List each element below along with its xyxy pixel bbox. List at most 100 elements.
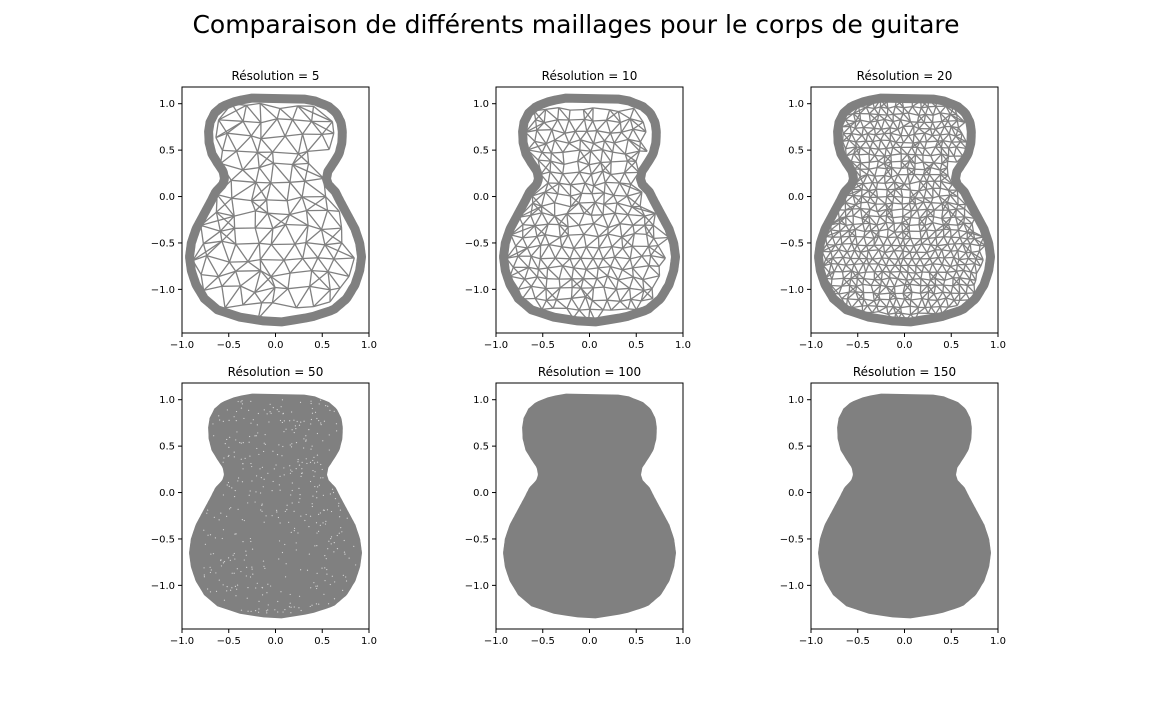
- mesh-edge: [944, 256, 954, 259]
- mesh-edge: [921, 297, 929, 301]
- mesh-edge: [933, 162, 942, 165]
- mesh-edge: [975, 250, 980, 260]
- mesh-edge: [870, 229, 880, 237]
- mesh-edge: [609, 109, 619, 113]
- mesh-edge: [850, 258, 855, 265]
- mesh-edge: [875, 189, 879, 198]
- mesh-edge: [270, 276, 276, 288]
- mesh-edge: [941, 210, 944, 219]
- mesh-gap: [242, 462, 244, 465]
- panel-title: Résolution = 150: [853, 365, 956, 379]
- mesh-gap: [328, 434, 330, 436]
- mesh-edge: [886, 299, 891, 308]
- mesh-edge: [228, 243, 237, 263]
- mesh-edge: [863, 230, 872, 238]
- mesh-edge: [944, 277, 954, 281]
- mesh-edge: [546, 299, 557, 302]
- mesh-gap: [318, 419, 320, 422]
- mesh-gap: [328, 540, 330, 542]
- mesh-edge: [570, 297, 580, 311]
- mesh-gap: [235, 420, 237, 422]
- mesh-edge: [939, 166, 948, 171]
- mesh-edge: [578, 202, 592, 216]
- mesh-gap: [229, 436, 231, 438]
- mesh-edge: [327, 270, 350, 278]
- mesh-edge: [902, 291, 913, 295]
- mesh-gap: [286, 504, 288, 506]
- mesh-edge: [947, 236, 952, 245]
- mesh-gap: [316, 417, 318, 420]
- mesh-edge: [582, 109, 586, 120]
- mesh-edge: [535, 119, 545, 124]
- mesh-edge: [568, 224, 580, 228]
- mesh-gap: [319, 512, 322, 514]
- mesh-edge: [333, 258, 350, 277]
- mesh-edge: [855, 236, 858, 246]
- mesh-edge: [933, 180, 941, 189]
- mesh-edge: [543, 109, 547, 123]
- mesh-edge: [593, 286, 604, 289]
- mesh-edge: [903, 237, 911, 240]
- mesh-edge: [586, 130, 597, 132]
- mesh-edge: [948, 141, 953, 149]
- mesh-edge: [603, 192, 605, 205]
- mesh-edge: [880, 119, 886, 130]
- mesh-gap: [298, 424, 301, 426]
- mesh-edge: [947, 217, 952, 225]
- mesh-edge: [856, 244, 862, 253]
- panel-title: Résolution = 20: [857, 69, 953, 83]
- mesh-edge: [930, 237, 937, 246]
- mesh-edge: [923, 197, 932, 204]
- mesh-gap: [312, 495, 314, 497]
- mesh-edge: [570, 192, 582, 197]
- mesh-edge: [912, 142, 918, 148]
- mesh-edge: [869, 147, 876, 156]
- mesh-edge: [577, 161, 580, 173]
- mesh-edge: [583, 234, 587, 248]
- mesh-edge: [642, 275, 660, 281]
- mesh-edge: [913, 121, 918, 127]
- mesh-edge: [845, 216, 854, 225]
- mesh-edge: [251, 135, 262, 140]
- mesh-edge: [938, 195, 943, 204]
- mesh-gap: [317, 530, 320, 532]
- mesh-gap: [226, 484, 228, 486]
- mesh-gap: [289, 465, 291, 467]
- mesh-edge: [904, 279, 908, 285]
- mesh-edge: [895, 105, 904, 109]
- mesh-edge: [540, 171, 551, 176]
- mesh-edge: [598, 233, 608, 238]
- mesh-edge: [901, 222, 910, 227]
- mesh-edge: [958, 121, 966, 129]
- mesh-gap: [309, 480, 312, 483]
- mesh-edge: [932, 263, 943, 266]
- mesh-gap: [277, 611, 279, 613]
- mesh-edge: [897, 278, 907, 281]
- mesh-edge: [929, 122, 934, 130]
- mesh-edge: [904, 291, 913, 300]
- mesh-edge: [925, 188, 934, 199]
- mesh-edge: [256, 138, 262, 153]
- mesh-edge: [910, 209, 918, 219]
- mesh-gap: [263, 409, 265, 411]
- mesh-edge: [863, 236, 868, 246]
- mesh-edge: [301, 196, 328, 211]
- mesh-edge: [845, 146, 857, 157]
- mesh-gap: [311, 505, 313, 508]
- mesh-gap: [255, 609, 257, 612]
- mesh-edge: [904, 245, 911, 253]
- mesh-edge: [838, 293, 843, 299]
- mesh-edge: [874, 155, 879, 162]
- mesh-edge: [606, 119, 621, 124]
- mesh-gap: [301, 461, 303, 463]
- mesh-edge: [260, 118, 278, 140]
- mesh-edge: [260, 270, 272, 278]
- mesh-edge: [200, 274, 205, 291]
- mesh-edge: [900, 265, 909, 273]
- y-tick-label: −0.5: [151, 534, 175, 545]
- mesh-gap: [239, 441, 241, 444]
- mesh-edge: [610, 172, 625, 176]
- mesh-edge: [918, 215, 928, 226]
- mesh-edge: [578, 193, 583, 204]
- mesh-gap: [233, 451, 235, 453]
